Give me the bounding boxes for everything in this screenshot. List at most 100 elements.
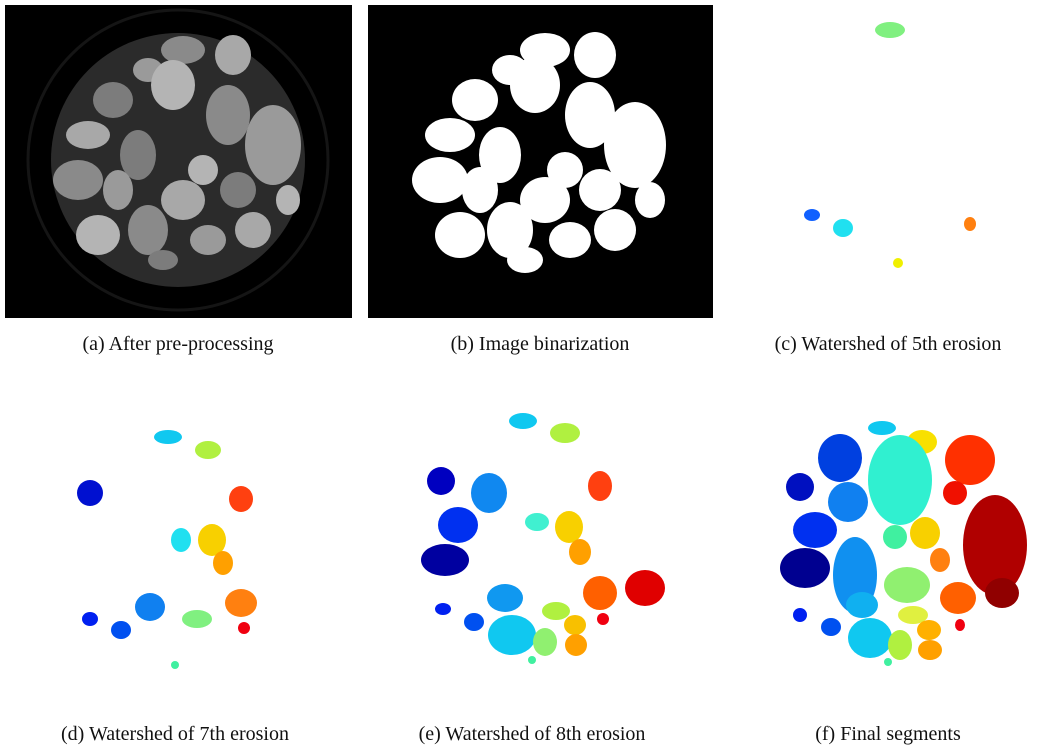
blob: [161, 36, 205, 64]
blob: [276, 185, 300, 215]
blob: [510, 57, 560, 113]
blob: [171, 661, 179, 669]
blob: [438, 507, 478, 543]
blob: [910, 517, 940, 549]
blob: [786, 473, 814, 501]
blob: [220, 172, 256, 208]
blob: [135, 593, 165, 621]
blob: [846, 592, 878, 618]
blob: [245, 105, 301, 185]
blob: [588, 471, 612, 501]
blob: [828, 482, 868, 522]
blob: [985, 578, 1019, 608]
blob: [154, 430, 182, 444]
blob: [964, 217, 976, 231]
blob: [635, 182, 665, 218]
blob: [955, 619, 965, 631]
blob: [452, 79, 498, 121]
blob: [225, 589, 257, 617]
blob: [930, 548, 950, 572]
figure: (a) After pre-processing (b) Image binar…: [0, 0, 1055, 749]
blob: [793, 608, 807, 622]
blob: [427, 467, 455, 495]
blob: [528, 656, 536, 664]
blob: [945, 435, 995, 485]
blob: [594, 209, 636, 251]
blob: [425, 118, 475, 152]
blob: [488, 615, 536, 655]
blob: [412, 157, 468, 203]
blob: [190, 225, 226, 255]
blob: [462, 167, 498, 213]
blob: [229, 486, 253, 512]
blob: [884, 658, 892, 666]
caption: (c) Watershed of 5th erosion: [775, 333, 1002, 355]
blob: [918, 640, 942, 660]
blob: [579, 169, 621, 211]
blob: [435, 212, 485, 258]
blob: [151, 60, 195, 110]
blob: [542, 602, 570, 620]
blob: [82, 612, 98, 626]
caption: (f) Final segments: [815, 723, 961, 745]
blob: [818, 434, 862, 482]
blob: [507, 247, 543, 273]
blob: [235, 212, 271, 248]
blob: [182, 610, 212, 628]
blob: [793, 512, 837, 548]
blob: [550, 423, 580, 443]
blob: [565, 634, 587, 656]
blob: [917, 620, 941, 640]
blob: [583, 576, 617, 610]
blob: [868, 421, 896, 435]
blob: [215, 35, 251, 75]
blob: [893, 258, 903, 268]
blob: [549, 222, 591, 258]
blob: [487, 584, 523, 612]
blob: [128, 205, 168, 255]
blob: [780, 548, 830, 588]
caption: (d) Watershed of 7th erosion: [61, 723, 289, 745]
blob: [848, 618, 892, 658]
blob: [564, 615, 586, 635]
blob: [533, 628, 557, 656]
blob: [509, 413, 537, 429]
blob: [574, 32, 616, 78]
blob: [161, 180, 205, 220]
blob: [884, 567, 930, 603]
blob: [238, 622, 250, 634]
blob: [195, 441, 221, 459]
caption: (a) After pre-processing: [82, 333, 273, 355]
blob: [875, 22, 905, 38]
blob: [821, 618, 841, 636]
blob: [625, 570, 665, 606]
blob: [111, 621, 131, 639]
blob: [597, 613, 609, 625]
blob: [66, 121, 110, 149]
caption: (b) Image binarization: [451, 333, 630, 355]
blob: [883, 525, 907, 549]
blob: [188, 155, 218, 185]
blob: [464, 613, 484, 631]
blob: [940, 582, 976, 614]
blob: [471, 473, 507, 513]
blob: [120, 130, 156, 180]
blob: [77, 480, 103, 506]
blob: [53, 160, 103, 200]
blob: [555, 511, 583, 543]
blob: [148, 250, 178, 270]
blob: [171, 528, 191, 552]
blob: [569, 539, 591, 565]
blob: [93, 82, 133, 118]
blob: [868, 435, 932, 525]
blob: [76, 215, 120, 255]
blob: [833, 219, 853, 237]
blob: [421, 544, 469, 576]
page: (a) After pre-processing (b) Image binar…: [0, 0, 1055, 749]
caption: (e) Watershed of 8th erosion: [419, 723, 646, 745]
blob: [435, 603, 451, 615]
blob: [888, 630, 912, 660]
blob: [103, 170, 133, 210]
blob: [943, 481, 967, 505]
blob: [206, 85, 250, 145]
